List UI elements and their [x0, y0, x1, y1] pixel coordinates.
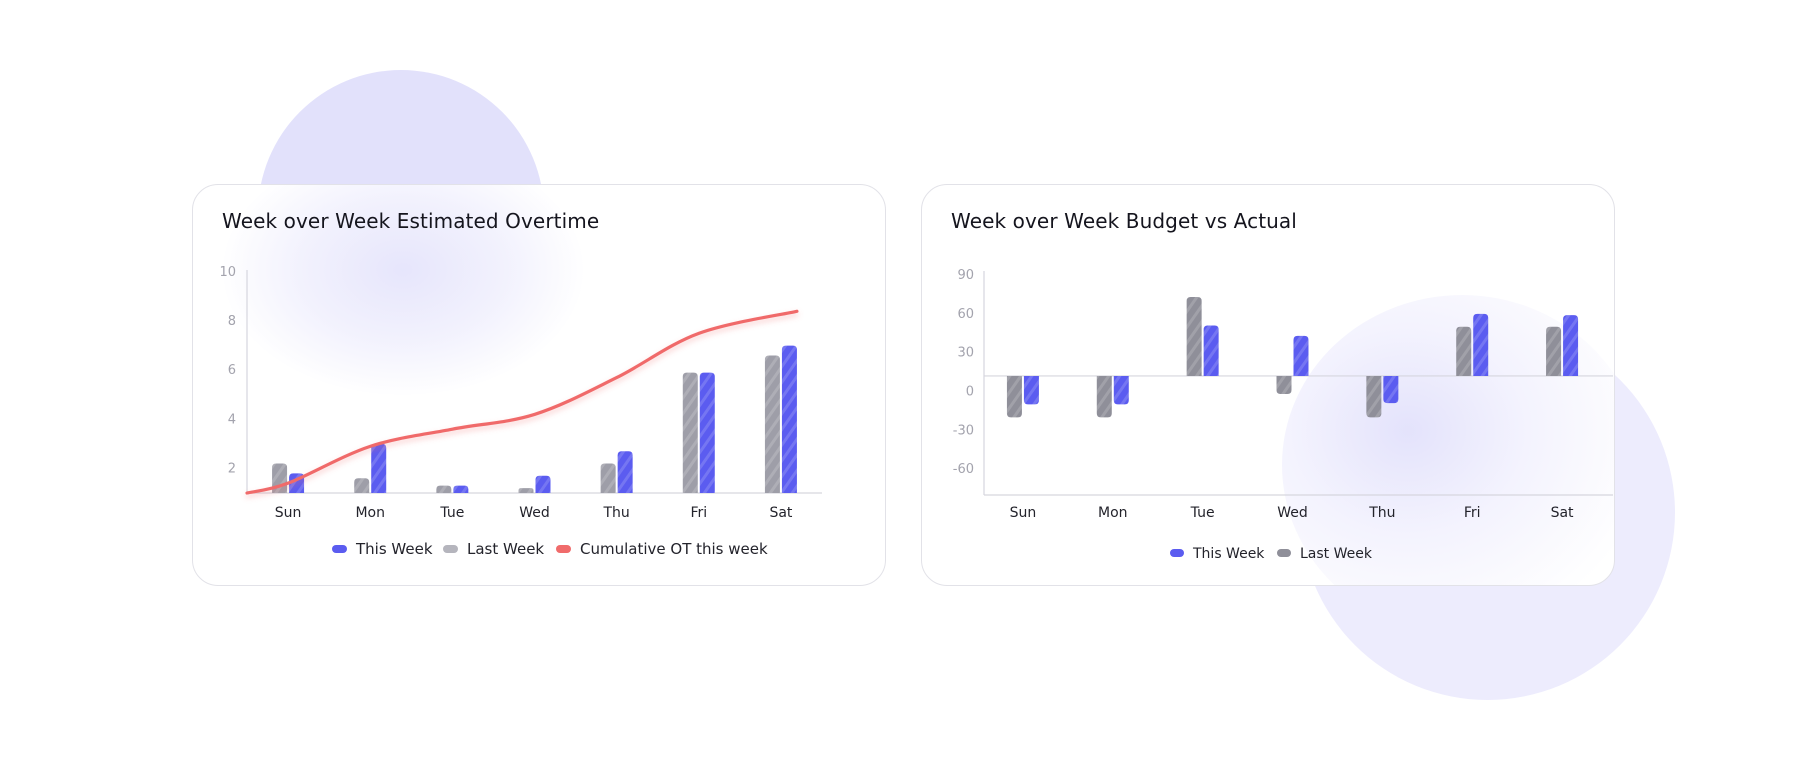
y-tick-label: 10: [219, 265, 236, 280]
legend-label: Cumulative OT this week: [580, 540, 768, 558]
bar-last-week: [518, 488, 534, 493]
chart-title: Week over Week Estimated Overtime: [222, 209, 600, 233]
bar-last-week: [600, 463, 616, 493]
bar-this-week: [781, 345, 797, 493]
card-glow: [223, 185, 583, 395]
bar-this-week: [1383, 375, 1399, 404]
y-tick-label: 30: [957, 346, 974, 361]
legend-swatch: [1170, 549, 1184, 557]
bar-last-week: [1456, 326, 1472, 376]
y-tick-label: 6: [228, 363, 236, 378]
x-tick-label: Tue: [439, 505, 464, 521]
bar-this-week: [453, 485, 469, 493]
legend-label: Last Week: [1300, 546, 1373, 562]
y-tick-label: -30: [953, 423, 974, 438]
budget-chart: 90 60 30 0 -30 -60 Sun Mon Tue Wed Thu Fri Sat This W…: [953, 268, 1613, 562]
x-tick-label: Sun: [275, 505, 302, 521]
y-tick-label: 90: [957, 268, 974, 283]
x-tick-label: Wed: [1277, 505, 1308, 521]
bar-last-week: [1186, 297, 1202, 376]
legend-swatch: [1277, 549, 1291, 557]
x-tick-label: Sat: [769, 505, 792, 521]
overtime-chart-card: Week over Week Estimated Overtime 2 4 6 8 10…: [192, 184, 886, 586]
bar-this-week: [1563, 315, 1579, 376]
x-tick-label: Thu: [1368, 505, 1395, 521]
bar-last-week: [682, 372, 698, 493]
x-tick-label: Mon: [355, 505, 385, 521]
legend-label: This Week: [1192, 546, 1265, 562]
legend-label: This Week: [355, 540, 433, 558]
y-tick-label: 0: [966, 384, 974, 399]
bar-this-week: [1023, 375, 1039, 405]
x-tick-label: Wed: [519, 505, 550, 521]
bar-this-week: [535, 475, 551, 493]
x-tick-label: Sat: [1551, 505, 1574, 521]
y-tick-label: 4: [228, 412, 236, 427]
x-tick-label: Thu: [602, 505, 629, 521]
bar-this-week: [1473, 313, 1489, 376]
bar-this-week: [1113, 375, 1129, 405]
bar-this-week: [617, 451, 633, 493]
legend-label: Last Week: [467, 540, 544, 558]
bar-this-week: [371, 443, 387, 493]
x-tick-label: Sun: [1010, 505, 1037, 521]
chart-title: Week over Week Budget vs Actual: [951, 209, 1297, 233]
bar-last-week: [354, 478, 370, 493]
budget-chart-card: Week over Week Budget vs Actual 90 60 30 0 -…: [921, 184, 1615, 586]
bar-this-week: [1203, 325, 1219, 376]
y-tick-label: 2: [228, 461, 236, 476]
legend-swatch: [443, 545, 458, 553]
bar-this-week: [699, 372, 715, 493]
x-tick-label: Fri: [1464, 505, 1481, 521]
legend-swatch: [556, 545, 571, 553]
x-tick-label: Mon: [1098, 505, 1128, 521]
overtime-chart: 2 4 6 8 10 Sun Mon Tue Wed Thu Fri Sat This Week Last…: [219, 265, 822, 558]
bar-last-week: [764, 355, 780, 493]
y-tick-label: 8: [228, 314, 236, 329]
bar-last-week: [1006, 375, 1022, 418]
cumulative-ot-line: [245, 309, 799, 495]
bar-last-week: [1366, 375, 1382, 418]
legend-swatch: [332, 545, 347, 553]
bar-last-week: [436, 485, 452, 493]
x-tick-label: Fri: [690, 505, 707, 521]
bar-last-week: [1276, 375, 1292, 395]
x-tick-label: Tue: [1190, 505, 1215, 521]
y-tick-label: 60: [957, 307, 974, 322]
bar-last-week: [1546, 326, 1562, 376]
y-tick-label: -60: [953, 462, 974, 477]
bar-this-week: [1293, 335, 1309, 376]
bar-last-week: [1096, 375, 1112, 418]
